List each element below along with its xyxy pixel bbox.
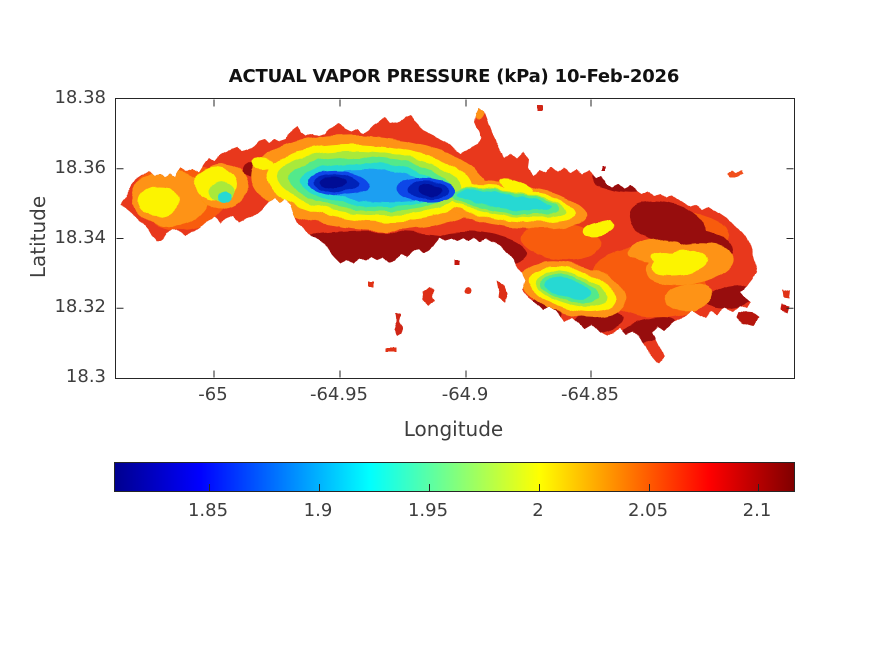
darkblue-minima [321, 175, 441, 197]
colorbar-tick-label: 1.9 [303, 500, 333, 521]
vapor-pressure-map [116, 99, 794, 378]
island-raster [120, 104, 791, 363]
x-axis-label: Longitude [403, 417, 504, 441]
x-tick-label: -64.95 [309, 384, 369, 405]
colorbar-tick-mark [209, 484, 210, 491]
colorbar-tick-label: 2 [532, 500, 544, 521]
colorbar-tick-label: 2.05 [627, 500, 669, 521]
y-axis-label: Latitude [26, 195, 50, 279]
colorbar [114, 462, 795, 492]
plot-title: ACTUAL VAPOR PRESSURE (kPa) 10-Feb-2026 [228, 66, 680, 87]
colorbar-tick-mark [429, 484, 430, 491]
elevation-color-bands [120, 108, 757, 363]
x-tick-label: -64.9 [441, 384, 489, 405]
colorbar-tick-label: 2.1 [742, 500, 772, 521]
x-tick-label: -65 [198, 384, 228, 405]
y-tick-label: 18.38 [54, 87, 106, 108]
islets [368, 104, 791, 352]
y-tick-label: 18.34 [54, 226, 106, 248]
axis-tick-marks [116, 99, 794, 378]
y-tick-label: 18.36 [54, 156, 106, 178]
colorbar-tick-mark [539, 484, 540, 491]
y-tick-label: 18.3 [65, 366, 106, 387]
colorbar-tick-mark [319, 484, 320, 491]
colorbar-tick-mark [649, 484, 650, 491]
colorbar-tick-label: 1.85 [187, 500, 229, 521]
colorbar-tick-label: 1.95 [407, 500, 449, 521]
colorbar-tick-mark [758, 484, 759, 491]
plot-area [115, 98, 795, 379]
x-tick-label: -64.85 [560, 384, 620, 405]
y-tick-label: 18.32 [54, 296, 106, 318]
